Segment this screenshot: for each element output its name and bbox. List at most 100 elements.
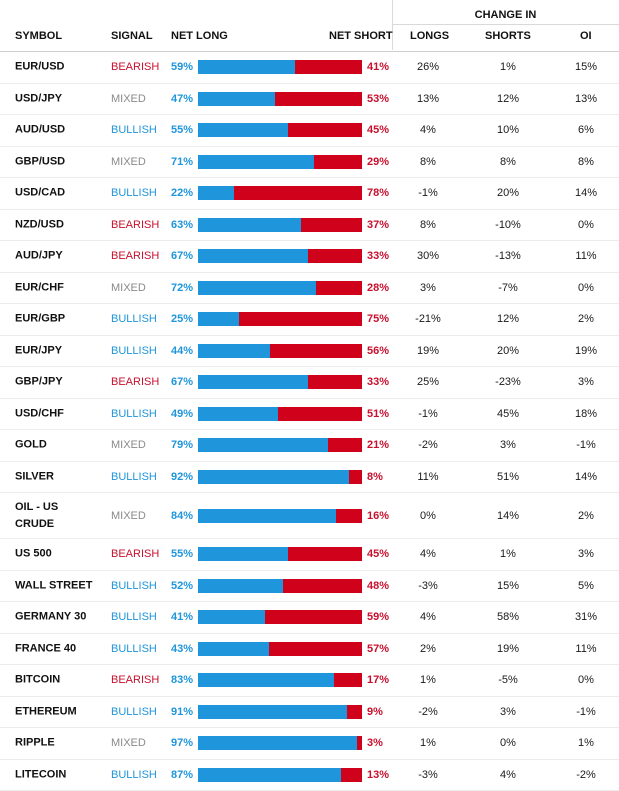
col-oi[interactable]: OI (580, 30, 592, 42)
col-longs[interactable]: LONGS (410, 30, 449, 42)
symbol-cell[interactable]: NZD/USD (15, 216, 105, 233)
symbol-cell[interactable]: GBP/USD (15, 153, 105, 170)
signal-cell: MIXED (111, 510, 161, 522)
sentiment-bar (198, 470, 362, 484)
sentiment-bar (198, 281, 362, 295)
symbol-cell[interactable]: BITCOIN (15, 672, 105, 689)
sentiment-bar (198, 673, 362, 687)
sentiment-bar (198, 407, 362, 421)
sentiment-bar (198, 579, 362, 593)
symbol-cell[interactable]: GERMANY 30 (15, 609, 105, 626)
sentiment-bar (198, 768, 362, 782)
long-fill (198, 470, 349, 484)
symbol-cell[interactable]: EUR/GBP (15, 311, 105, 328)
symbol-cell[interactable]: GOLD (15, 437, 105, 454)
oi-change-cell: 0% (550, 674, 619, 686)
signal-cell: MIXED (111, 156, 161, 168)
symbol-cell[interactable]: EUR/USD (15, 59, 105, 76)
symbol-cell[interactable]: RIPPLE (15, 735, 105, 752)
signal-cell: BULLISH (111, 471, 161, 483)
symbol-cell[interactable]: EUR/CHF (15, 279, 105, 296)
shorts-change-cell: 45% (470, 408, 546, 420)
col-net-short[interactable]: NET SHORT (329, 30, 393, 42)
sentiment-bar (198, 249, 362, 263)
shorts-change-cell: 3% (470, 439, 546, 451)
net-long-cell: 92% (171, 471, 193, 483)
long-fill (198, 673, 334, 687)
col-symbol[interactable]: SYMBOL (15, 30, 62, 42)
col-net-long[interactable]: NET LONG (171, 30, 228, 42)
oi-change-cell: 11% (550, 250, 619, 262)
sentiment-bar (198, 736, 362, 750)
symbol-cell[interactable]: LITECOIN (15, 766, 105, 783)
shorts-change-cell: -23% (470, 376, 546, 388)
shorts-change-cell: 8% (470, 156, 546, 168)
col-shorts[interactable]: SHORTS (485, 30, 531, 42)
symbol-cell[interactable]: GBP/JPY (15, 374, 105, 391)
symbol-cell[interactable]: USD/JPY (15, 90, 105, 107)
net-long-cell: 22% (171, 187, 193, 199)
longs-change-cell: -1% (392, 187, 464, 199)
symbol-cell[interactable]: WALL STREET (15, 577, 105, 594)
symbol-cell[interactable]: EUR/JPY (15, 342, 105, 359)
col-signal[interactable]: SIGNAL (111, 30, 153, 42)
symbol-cell[interactable]: SILVER (15, 468, 105, 485)
symbol-cell[interactable]: USD/CAD (15, 185, 105, 202)
longs-change-cell: 26% (392, 61, 464, 73)
symbol-cell[interactable]: OIL - US CRUDE (15, 499, 85, 533)
net-long-cell: 44% (171, 345, 193, 357)
signal-cell: BEARISH (111, 376, 161, 388)
change-in-header: CHANGE IN (392, 0, 619, 25)
sentiment-bar (198, 547, 362, 561)
symbol-cell[interactable]: US 500 (15, 546, 105, 563)
net-long-cell: 71% (171, 156, 193, 168)
net-long-cell: 67% (171, 250, 193, 262)
symbol-cell[interactable]: FRANCE 40 (15, 640, 105, 657)
long-fill (198, 312, 239, 326)
symbol-cell[interactable]: USD/CHF (15, 405, 105, 422)
symbol-cell[interactable]: AUD/JPY (15, 248, 105, 265)
signal-cell: BULLISH (111, 706, 161, 718)
shorts-change-cell: 19% (470, 643, 546, 655)
oi-change-cell: 6% (550, 124, 619, 136)
longs-change-cell: 30% (392, 250, 464, 262)
net-short-cell: 48% (367, 580, 389, 592)
sentiment-bar (198, 186, 362, 200)
sentiment-bar (198, 123, 362, 137)
symbol-cell[interactable]: ETHEREUM (15, 703, 105, 720)
sentiment-bar (198, 705, 362, 719)
long-fill (198, 123, 288, 137)
shorts-change-cell: 1% (470, 61, 546, 73)
oi-change-cell: 3% (550, 548, 619, 560)
symbol-cell[interactable]: AUD/USD (15, 122, 105, 139)
net-short-cell: 45% (367, 548, 389, 560)
net-short-cell: 37% (367, 219, 389, 231)
long-fill (198, 509, 336, 523)
longs-change-cell: 25% (392, 376, 464, 388)
long-fill (198, 705, 347, 719)
